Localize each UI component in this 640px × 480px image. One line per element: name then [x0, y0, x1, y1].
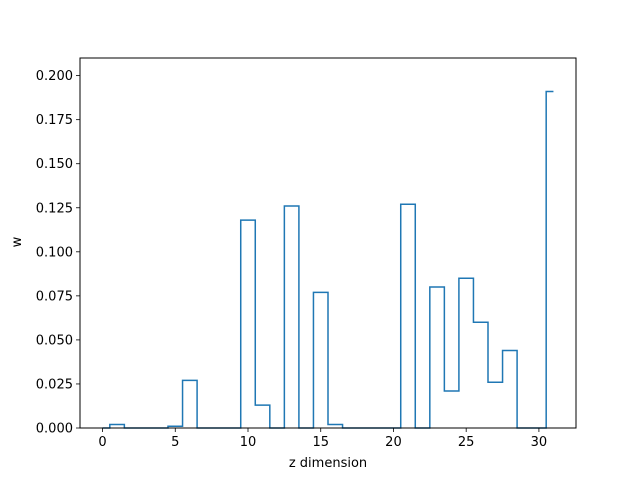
- x-tick-label: 30: [531, 435, 548, 450]
- axes-frame: [79, 57, 577, 429]
- x-tick-label: 0: [98, 435, 106, 450]
- x-axis-ticks: 0 5 10 15 20 25 30: [98, 428, 547, 450]
- y-tick-label: 0.050: [36, 333, 73, 348]
- y-tick-label: 0.075: [36, 289, 73, 304]
- y-tick-label: 0.125: [36, 201, 73, 216]
- x-tick-label: 20: [385, 435, 402, 450]
- y-tick-label: 0.100: [36, 245, 73, 260]
- y-tick-label: 0.150: [36, 157, 73, 172]
- x-tick-label: 25: [458, 435, 475, 450]
- y-tick-label: 0.175: [36, 113, 73, 128]
- x-axis-label: z dimension: [289, 456, 367, 471]
- x-tick-label: 15: [312, 435, 329, 450]
- x-tick-label: 5: [171, 435, 179, 450]
- x-tick-label: 10: [240, 435, 257, 450]
- plot-area: [102, 90, 554, 429]
- y-tick-label: 0.000: [36, 422, 73, 437]
- y-axis-ticks: 0.000 0.025 0.050 0.075 0.100 0.125 0.150 0.175…: [36, 69, 80, 437]
- series-step-line: [102, 90, 554, 429]
- y-axis-label: w: [10, 236, 25, 247]
- y-tick-label: 0.025: [36, 377, 73, 392]
- y-tick-label: 0.200: [36, 69, 73, 84]
